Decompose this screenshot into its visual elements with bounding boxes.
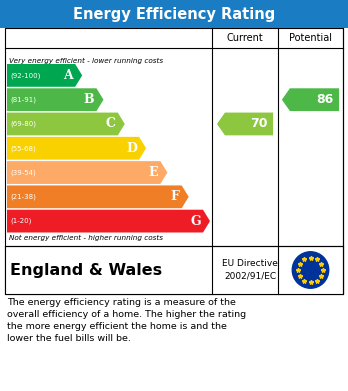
Text: (55-68): (55-68) [10, 145, 36, 151]
Text: C: C [106, 117, 116, 131]
Bar [0, 0, 348, 28]
Text: 70: 70 [250, 117, 268, 131]
Text: Current: Current [227, 33, 263, 43]
Polygon shape [7, 88, 103, 111]
Text: England & Wales: England & Wales [10, 262, 162, 278]
Polygon shape [7, 137, 146, 160]
Polygon shape [282, 88, 339, 111]
Text: EU Directive
2002/91/EC: EU Directive 2002/91/EC [222, 259, 278, 281]
Polygon shape [217, 113, 273, 135]
Text: The energy efficiency rating is a measure of the
overall efficiency of a home. T: The energy efficiency rating is a measur… [7, 298, 246, 343]
Text: Not energy efficient - higher running costs: Not energy efficient - higher running co… [9, 235, 163, 241]
Text: 86: 86 [316, 93, 333, 106]
Text: (81-91): (81-91) [10, 97, 36, 103]
Polygon shape [7, 161, 167, 184]
Text: (92-100): (92-100) [10, 72, 40, 79]
Text: G: G [190, 215, 201, 228]
Text: Energy Efficiency Rating: Energy Efficiency Rating [73, 7, 275, 22]
Polygon shape [7, 113, 125, 135]
Bar [5, 246, 343, 294]
Text: (69-80): (69-80) [10, 121, 36, 127]
Text: (1-20): (1-20) [10, 218, 31, 224]
Text: (21-38): (21-38) [10, 194, 36, 200]
Text: Potential: Potential [289, 33, 332, 43]
Polygon shape [7, 64, 82, 87]
Polygon shape [7, 185, 189, 208]
Text: B: B [84, 93, 95, 106]
Text: A: A [63, 69, 73, 82]
Circle shape [292, 252, 329, 288]
Text: (39-54): (39-54) [10, 169, 36, 176]
Text: F: F [171, 190, 180, 203]
Text: Very energy efficient - lower running costs: Very energy efficient - lower running co… [9, 58, 163, 64]
Bar [5, 28, 343, 294]
Text: D: D [126, 142, 137, 155]
Text: E: E [149, 166, 158, 179]
Polygon shape [7, 210, 210, 233]
